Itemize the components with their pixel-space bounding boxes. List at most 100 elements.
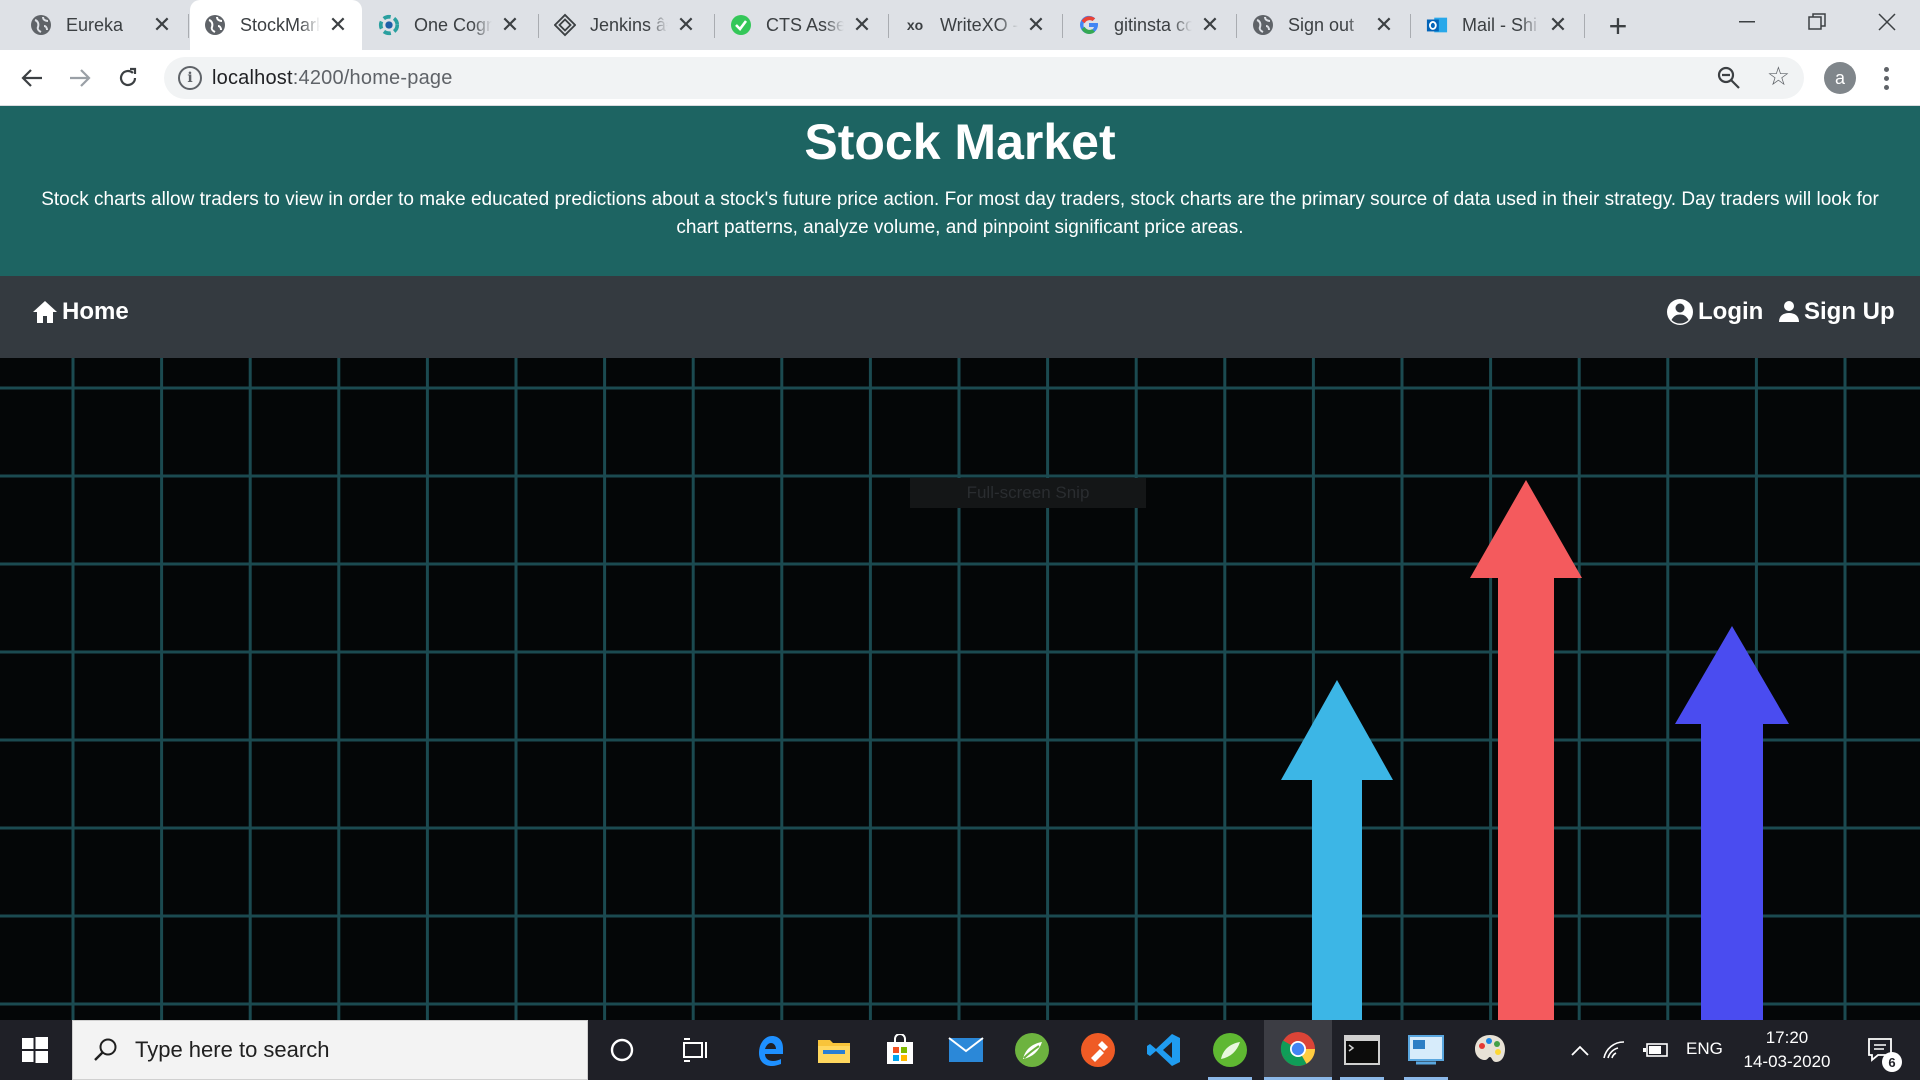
taskbar-remote-desktop[interactable] [1396, 1020, 1456, 1080]
nav-home-label: Home [62, 298, 129, 325]
close-window-button[interactable] [1856, 0, 1918, 44]
info-icon[interactable]: i [178, 66, 202, 90]
nav-signup-label: Sign Up [1804, 298, 1895, 325]
taskbar-search-box[interactable]: Type here to search [72, 1020, 588, 1080]
wifi-icon [1603, 1041, 1625, 1059]
taskbar-postman[interactable] [1068, 1020, 1128, 1080]
hero-banner: Full-screen Snip [0, 358, 1920, 1020]
page-header: Stock Market Stock charts allow traders … [0, 106, 1920, 276]
tab-separator [538, 14, 539, 38]
restore-button[interactable] [1786, 0, 1848, 44]
taskbar-chrome[interactable] [1264, 1020, 1332, 1080]
hero-background-image [0, 358, 1920, 1020]
forward-arrow-icon [70, 69, 91, 87]
reload-icon [119, 67, 137, 87]
taskbar-store[interactable] [870, 1020, 930, 1080]
tab-sign-out[interactable]: Sign out ✕ [1238, 0, 1408, 50]
close-icon[interactable]: ✕ [152, 12, 172, 37]
nav-signup-link[interactable]: Sign Up [1778, 298, 1895, 326]
grid-lines [0, 358, 1920, 1020]
blue-arrow [1281, 680, 1393, 1020]
clock[interactable]: 17:20 14-03-2020 [1732, 1026, 1842, 1074]
start-button[interactable] [0, 1020, 70, 1080]
action-center-button[interactable]: 6 [1850, 1020, 1910, 1080]
taskbar-spring-tool[interactable] [1002, 1020, 1062, 1080]
close-icon[interactable]: ✕ [852, 12, 872, 37]
back-button[interactable] [14, 60, 50, 96]
language-indicator[interactable]: ENG [1686, 1039, 1723, 1058]
edge-icon [759, 1036, 783, 1066]
snip-overlay-label: Full-screen Snip [910, 478, 1146, 508]
bookmark-star-icon[interactable]: ☆ [1766, 61, 1790, 91]
notification-badge: 6 [1882, 1052, 1902, 1072]
close-icon[interactable]: ✕ [500, 12, 520, 37]
cortana-button[interactable] [592, 1020, 652, 1080]
tab-separator [1410, 14, 1411, 38]
tab-writexo[interactable]: xo WriteXO - ✕ [890, 0, 1060, 50]
indigo-arrow [1675, 626, 1789, 1020]
tab-separator [1062, 14, 1063, 38]
close-icon[interactable]: ✕ [328, 12, 348, 37]
taskbar-edge[interactable] [740, 1020, 800, 1080]
paint-palette-icon [1475, 1035, 1505, 1062]
tab-title: Sign out [1288, 14, 1355, 35]
tab-gitinsta[interactable]: gitinsta co ✕ [1064, 0, 1234, 50]
nav-login-link[interactable]: Login [1666, 298, 1763, 326]
growth-arrows [1281, 480, 1789, 1020]
tab-separator [1236, 14, 1237, 38]
close-icon[interactable]: ✕ [1548, 12, 1568, 37]
windows-taskbar: Type here to search [0, 1020, 1920, 1080]
tray-overflow-button[interactable] [1550, 1020, 1610, 1080]
reload-button[interactable] [110, 60, 146, 96]
close-icon[interactable]: ✕ [1200, 12, 1220, 37]
xo-icon: xo [906, 17, 924, 33]
nav-home-link[interactable]: Home [32, 298, 129, 326]
account-circle-icon [1667, 299, 1693, 325]
tray-battery[interactable] [1632, 1020, 1680, 1080]
taskbar-terminal[interactable] [1332, 1020, 1392, 1080]
taskbar-paint[interactable] [1460, 1020, 1520, 1080]
spring-leaf-icon [1015, 1033, 1049, 1067]
google-icon [1078, 14, 1100, 36]
browser-menu-icon[interactable] [1874, 62, 1898, 94]
globe-icon [30, 14, 52, 36]
folder-icon [818, 1040, 850, 1063]
tab-jenkins[interactable]: Jenkins â€¦ ✕ [540, 0, 710, 50]
task-view-button[interactable] [666, 1020, 726, 1080]
new-tab-button[interactable]: + [1608, 7, 1628, 44]
close-icon[interactable]: ✕ [676, 12, 696, 37]
close-icon[interactable]: ✕ [1026, 12, 1046, 37]
forward-button[interactable] [62, 60, 98, 96]
tab-one-cognizant[interactable]: One Cognizant ✕ [364, 0, 534, 50]
running-indicator [1340, 1077, 1384, 1080]
notification-icon [1868, 1038, 1892, 1062]
close-icon [1878, 13, 1896, 31]
tab-separator [188, 14, 189, 38]
page-description: Stock charts allow traders to view in or… [41, 189, 1879, 238]
tab-title: Eureka [66, 14, 124, 35]
taskbar-file-explorer[interactable] [804, 1020, 864, 1080]
running-indicator [1208, 1077, 1252, 1080]
minimize-button[interactable] [1716, 0, 1778, 44]
taskbar-vscode[interactable] [1134, 1020, 1194, 1080]
zoom-icon[interactable] [1716, 65, 1742, 91]
tab-cts-assessment[interactable]: CTS Assessment ✕ [716, 0, 886, 50]
globe-icon [1252, 14, 1274, 36]
browser-toolbar: i localhost:4200/home-page ☆ a [0, 50, 1920, 106]
postman-icon [1081, 1033, 1115, 1067]
close-icon[interactable]: ✕ [1374, 12, 1394, 37]
url-path: :4200/home-page [292, 67, 453, 89]
back-arrow-icon [21, 69, 42, 87]
tab-mail[interactable]: Mail - Shi ✕ [1412, 0, 1582, 50]
taskbar-mail[interactable] [936, 1020, 996, 1080]
one-cognizant-icon [378, 14, 400, 36]
tray-network[interactable] [1590, 1020, 1638, 1080]
address-bar[interactable]: i localhost:4200/home-page ☆ [164, 57, 1804, 99]
taskbar-spring-boot[interactable] [1200, 1020, 1260, 1080]
restore-icon [1808, 13, 1826, 30]
tab-eureka[interactable]: Eureka ✕ [16, 0, 186, 50]
spring-leaf-icon [1213, 1033, 1247, 1067]
profile-avatar[interactable]: a [1824, 62, 1856, 94]
